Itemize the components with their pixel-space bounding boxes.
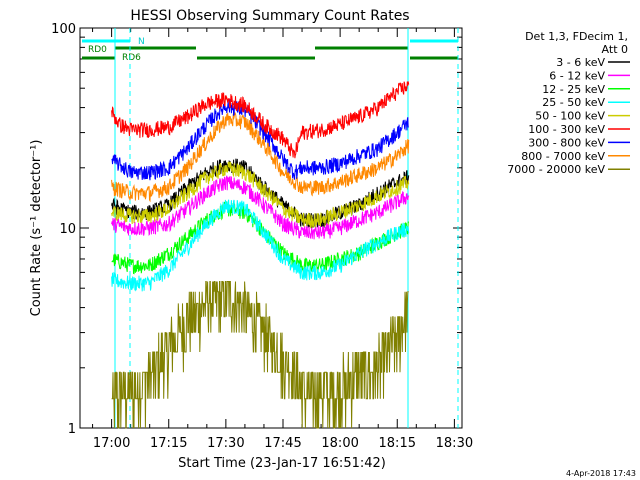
series-line-8 [111, 281, 409, 429]
legend-label: 3 - 6 keV [556, 56, 605, 69]
instrument-flags: N RD0 RD6 [82, 37, 458, 63]
x-tick-label: 18:30 [436, 436, 473, 451]
x-axis-label: Start Time (23-Jan-17 16:51:42) [178, 456, 386, 471]
series-line-1 [111, 175, 410, 240]
series-line-5 [111, 81, 410, 159]
legend-label: 100 - 300 keV [528, 123, 605, 136]
legend-label: 25 - 50 keV [542, 96, 605, 109]
chart-title: HESSI Observing Summary Count Rates [130, 8, 409, 24]
x-tick-label: 17:00 [93, 436, 130, 451]
y-tick-label: 10 [59, 222, 76, 237]
x-tick-label: 17:15 [150, 436, 187, 451]
legend-label: 300 - 800 keV [528, 136, 605, 149]
legend-label: 6 - 12 keV [549, 69, 605, 82]
y-axis: 1 10 100 [51, 22, 462, 437]
series-line-2 [111, 201, 410, 275]
y-tick-label: 1 [68, 422, 76, 437]
flag-rd6-label: RD6 [122, 53, 141, 63]
x-tick-label: 17:30 [207, 436, 244, 451]
x-tick-label: 17:45 [264, 436, 301, 451]
legend-label: 50 - 100 keV [535, 110, 605, 123]
series-line-4 [111, 161, 410, 230]
legend-label: 7000 - 20000 keV [507, 163, 605, 176]
series-line-3 [111, 199, 410, 292]
flag-rd0-label: RD0 [88, 45, 107, 55]
series-line-7 [111, 111, 410, 203]
x-tick-label: 18:15 [379, 436, 416, 451]
series-layer [111, 81, 410, 429]
x-axis: 17:00 17:15 17:30 17:45 18:00 18:15 18:30 [92, 28, 473, 451]
timestamp: 4-Apr-2018 17:43 [566, 469, 636, 478]
series-line-6 [111, 99, 409, 181]
legend-title-line-1: Det 1,3, FDecim 1, [525, 30, 628, 43]
legend-label: 800 - 7000 keV [521, 150, 605, 163]
legend-title-line-2: Att 0 [602, 43, 628, 56]
legend-label: 12 - 25 keV [542, 83, 605, 96]
y-axis-label: Count Rate (s⁻¹ detector⁻¹) [29, 140, 44, 317]
x-tick-label: 18:00 [321, 436, 358, 451]
flag-n-label: N [138, 37, 145, 47]
y-tick-label: 100 [51, 22, 76, 37]
